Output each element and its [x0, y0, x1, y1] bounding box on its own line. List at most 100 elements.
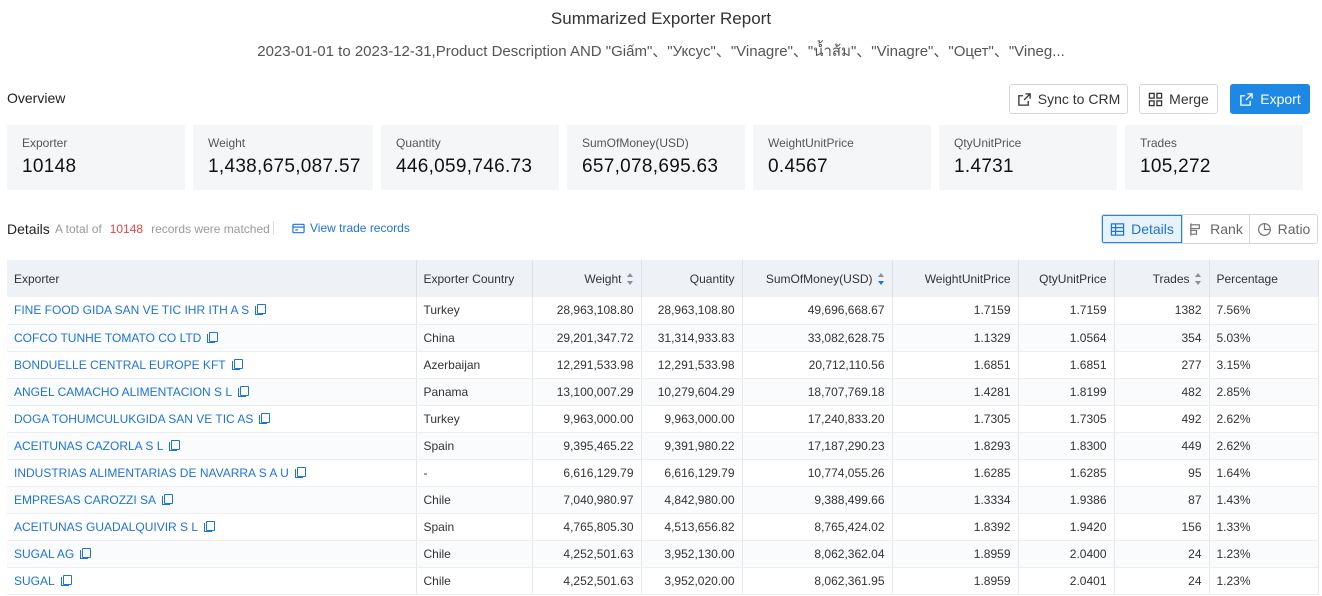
- cell-quantity: 31,314,933.83: [641, 324, 743, 352]
- cell-weight-unit-price: 1.8959: [892, 540, 1019, 568]
- table-row: BONDUELLE CENTRAL EUROPE KFT Azerbaijan 12…: [7, 351, 1319, 379]
- exporter-link[interactable]: INDUSTRIAS ALIMENTARIAS DE NAVARRA S A U: [14, 465, 289, 480]
- cell-weight: 9,963,000.00: [532, 405, 642, 433]
- copy-icon[interactable]: [207, 331, 219, 343]
- cell-weight-unit-price: 1.6851: [892, 351, 1019, 379]
- cell-quantity: 3,952,130.00: [641, 540, 743, 568]
- copy-icon[interactable]: [259, 412, 271, 424]
- copy-icon[interactable]: [204, 520, 216, 532]
- exporter-link[interactable]: SUGAL: [14, 573, 55, 588]
- tab-rank[interactable]: Rank: [1182, 215, 1249, 243]
- report-subtitle: 2023-01-01 to 2023-12-31,Product Descrip…: [257, 43, 1065, 60]
- copy-icon[interactable]: [169, 439, 181, 451]
- table-row: EMPRESAS CAROZZI SA Chile 7,040,980.97 4,84…: [7, 486, 1319, 514]
- cell-qty-unit-price: 1.6851: [1018, 351, 1115, 379]
- cell-weight: 6,616,129.79: [532, 459, 642, 487]
- export-button[interactable]: Export: [1230, 84, 1310, 114]
- stat-value: 657,078,695.63: [582, 156, 719, 177]
- table-row: INDUSTRIAS ALIMENTARIAS DE NAVARRA S A U…: [7, 459, 1319, 487]
- cell-trades: 95: [1114, 459, 1210, 487]
- tab-ratio[interactable]: Ratio: [1249, 215, 1317, 243]
- exporter-table: Exporter Exporter Country Weight Quantit…: [7, 260, 1319, 595]
- stat-weight-unit-price: WeightUnitPrice 0.4567: [753, 125, 931, 190]
- cell-country: Spain: [416, 432, 533, 460]
- cell-percentage: 2.62%: [1209, 432, 1319, 460]
- copy-icon[interactable]: [294, 466, 306, 478]
- exporter-link[interactable]: ACEITUNAS CAZORLA S L: [14, 438, 164, 453]
- exporter-link[interactable]: ANGEL CAMACHO ALIMENTACION S L: [14, 384, 233, 399]
- merge-icon: [1148, 92, 1163, 106]
- cell-exporter: SUGAL AG: [7, 540, 417, 568]
- cell-percentage: 1.23%: [1209, 567, 1319, 595]
- cell-sum-of-money: 49,696,668.67: [742, 297, 893, 325]
- sync-to-crm-button[interactable]: Sync to CRM: [1009, 84, 1128, 114]
- cell-qty-unit-price: 2.0401: [1018, 567, 1115, 595]
- cell-sum-of-money: 8,062,361.95: [742, 567, 893, 595]
- cell-sum-of-money: 9,388,499.66: [742, 486, 893, 514]
- records-matched-text: A total of 10148 records were matched: [55, 222, 270, 236]
- cell-trades: 492: [1114, 405, 1210, 433]
- cell-quantity: 10,279,604.29: [641, 378, 743, 406]
- table-row: ANGEL CAMACHO ALIMENTACION S L Panama 13,1…: [7, 378, 1319, 406]
- sort-icon[interactable]: [626, 272, 634, 285]
- exporter-link[interactable]: DOGA TOHUMCULUKGIDA SAN VE TIC AS: [14, 411, 254, 426]
- copy-icon[interactable]: [80, 547, 92, 559]
- stat-weight: Weight 1,438,675,087.57: [193, 125, 373, 190]
- cell-weight-unit-price: 1.8959: [892, 567, 1019, 595]
- view-mode-switch: Details Rank Ratio: [1101, 214, 1318, 244]
- cell-weight: 4,252,501.63: [532, 540, 642, 568]
- merge-button[interactable]: Merge: [1139, 84, 1218, 114]
- copy-icon[interactable]: [255, 304, 267, 316]
- cell-country: Azerbaijan: [416, 351, 533, 379]
- cell-quantity: 4,513,656.82: [641, 513, 743, 541]
- tab-details[interactable]: Details: [1102, 215, 1182, 243]
- view-trade-records-link[interactable]: View trade records: [292, 221, 410, 235]
- cell-country: Turkey: [416, 405, 533, 433]
- table-row: DOGA TOHUMCULUKGIDA SAN VE TIC AS Turkey 9…: [7, 405, 1319, 433]
- col-sum-of-money[interactable]: SumOfMoney(USD): [742, 260, 893, 297]
- cell-sum-of-money: 8,765,424.02: [742, 513, 893, 541]
- exporter-link[interactable]: EMPRESAS CAROZZI SA: [14, 492, 157, 507]
- cell-exporter: ACEITUNAS CAZORLA S L: [7, 432, 417, 460]
- exporter-link[interactable]: BONDUELLE CENTRAL EUROPE KFT: [14, 357, 226, 372]
- cell-trades: 87: [1114, 486, 1210, 514]
- col-weight[interactable]: Weight: [532, 260, 642, 297]
- export-icon: [1240, 92, 1254, 106]
- cell-trades: 354: [1114, 324, 1210, 352]
- stat-value: 0.4567: [768, 156, 828, 177]
- sort-icon[interactable]: [1194, 272, 1202, 285]
- divider: [273, 221, 274, 235]
- table-row: FINE FOOD GIDA SAN VE TIC IHR ITH A S Tur…: [7, 297, 1319, 325]
- cell-trades: 156: [1114, 513, 1210, 541]
- stat-label: Exporter: [22, 136, 68, 150]
- cell-quantity: 6,616,129.79: [641, 459, 743, 487]
- cell-percentage: 2.62%: [1209, 405, 1319, 433]
- exporter-link[interactable]: SUGAL AG: [14, 546, 75, 561]
- col-trades[interactable]: Trades: [1114, 260, 1210, 297]
- copy-icon[interactable]: [162, 493, 174, 505]
- exporter-link[interactable]: COFCO TUNHE TOMATO CO LTD: [14, 330, 202, 345]
- stat-quantity: Quantity 446,059,746.73: [381, 125, 559, 190]
- table-row: SUGAL Chile 4,252,501.63 3,952,020.00 8,062,…: [7, 567, 1319, 595]
- rank-icon: [1190, 222, 1201, 236]
- cell-exporter: DOGA TOHUMCULUKGIDA SAN VE TIC AS: [7, 405, 417, 433]
- cell-weight: 7,040,980.97: [532, 486, 642, 514]
- copy-icon[interactable]: [231, 358, 243, 370]
- stat-sum-of-money: SumOfMoney(USD) 657,078,695.63: [567, 125, 745, 190]
- records-suffix: records were matched: [151, 222, 270, 236]
- share-icon: [1017, 92, 1031, 106]
- cell-quantity: 9,391,980.22: [641, 432, 743, 460]
- copy-icon[interactable]: [238, 385, 250, 397]
- cell-trades: 24: [1114, 540, 1210, 568]
- cell-weight-unit-price: 1.7305: [892, 405, 1019, 433]
- cell-weight-unit-price: 1.4281: [892, 378, 1019, 406]
- cell-percentage: 3.15%: [1209, 351, 1319, 379]
- cell-exporter: BONDUELLE CENTRAL EUROPE KFT: [7, 351, 417, 379]
- cell-qty-unit-price: 2.0400: [1018, 540, 1115, 568]
- cell-weight: 4,765,805.30: [532, 513, 642, 541]
- exporter-link[interactable]: FINE FOOD GIDA SAN VE TIC IHR ITH A S: [14, 303, 250, 318]
- sort-icon[interactable]: [877, 272, 885, 285]
- table-header-row: Exporter Exporter Country Weight Quantit…: [7, 260, 1319, 297]
- copy-icon[interactable]: [60, 574, 72, 586]
- exporter-link[interactable]: ACEITUNAS GUADALQUIVIR S L: [14, 519, 199, 534]
